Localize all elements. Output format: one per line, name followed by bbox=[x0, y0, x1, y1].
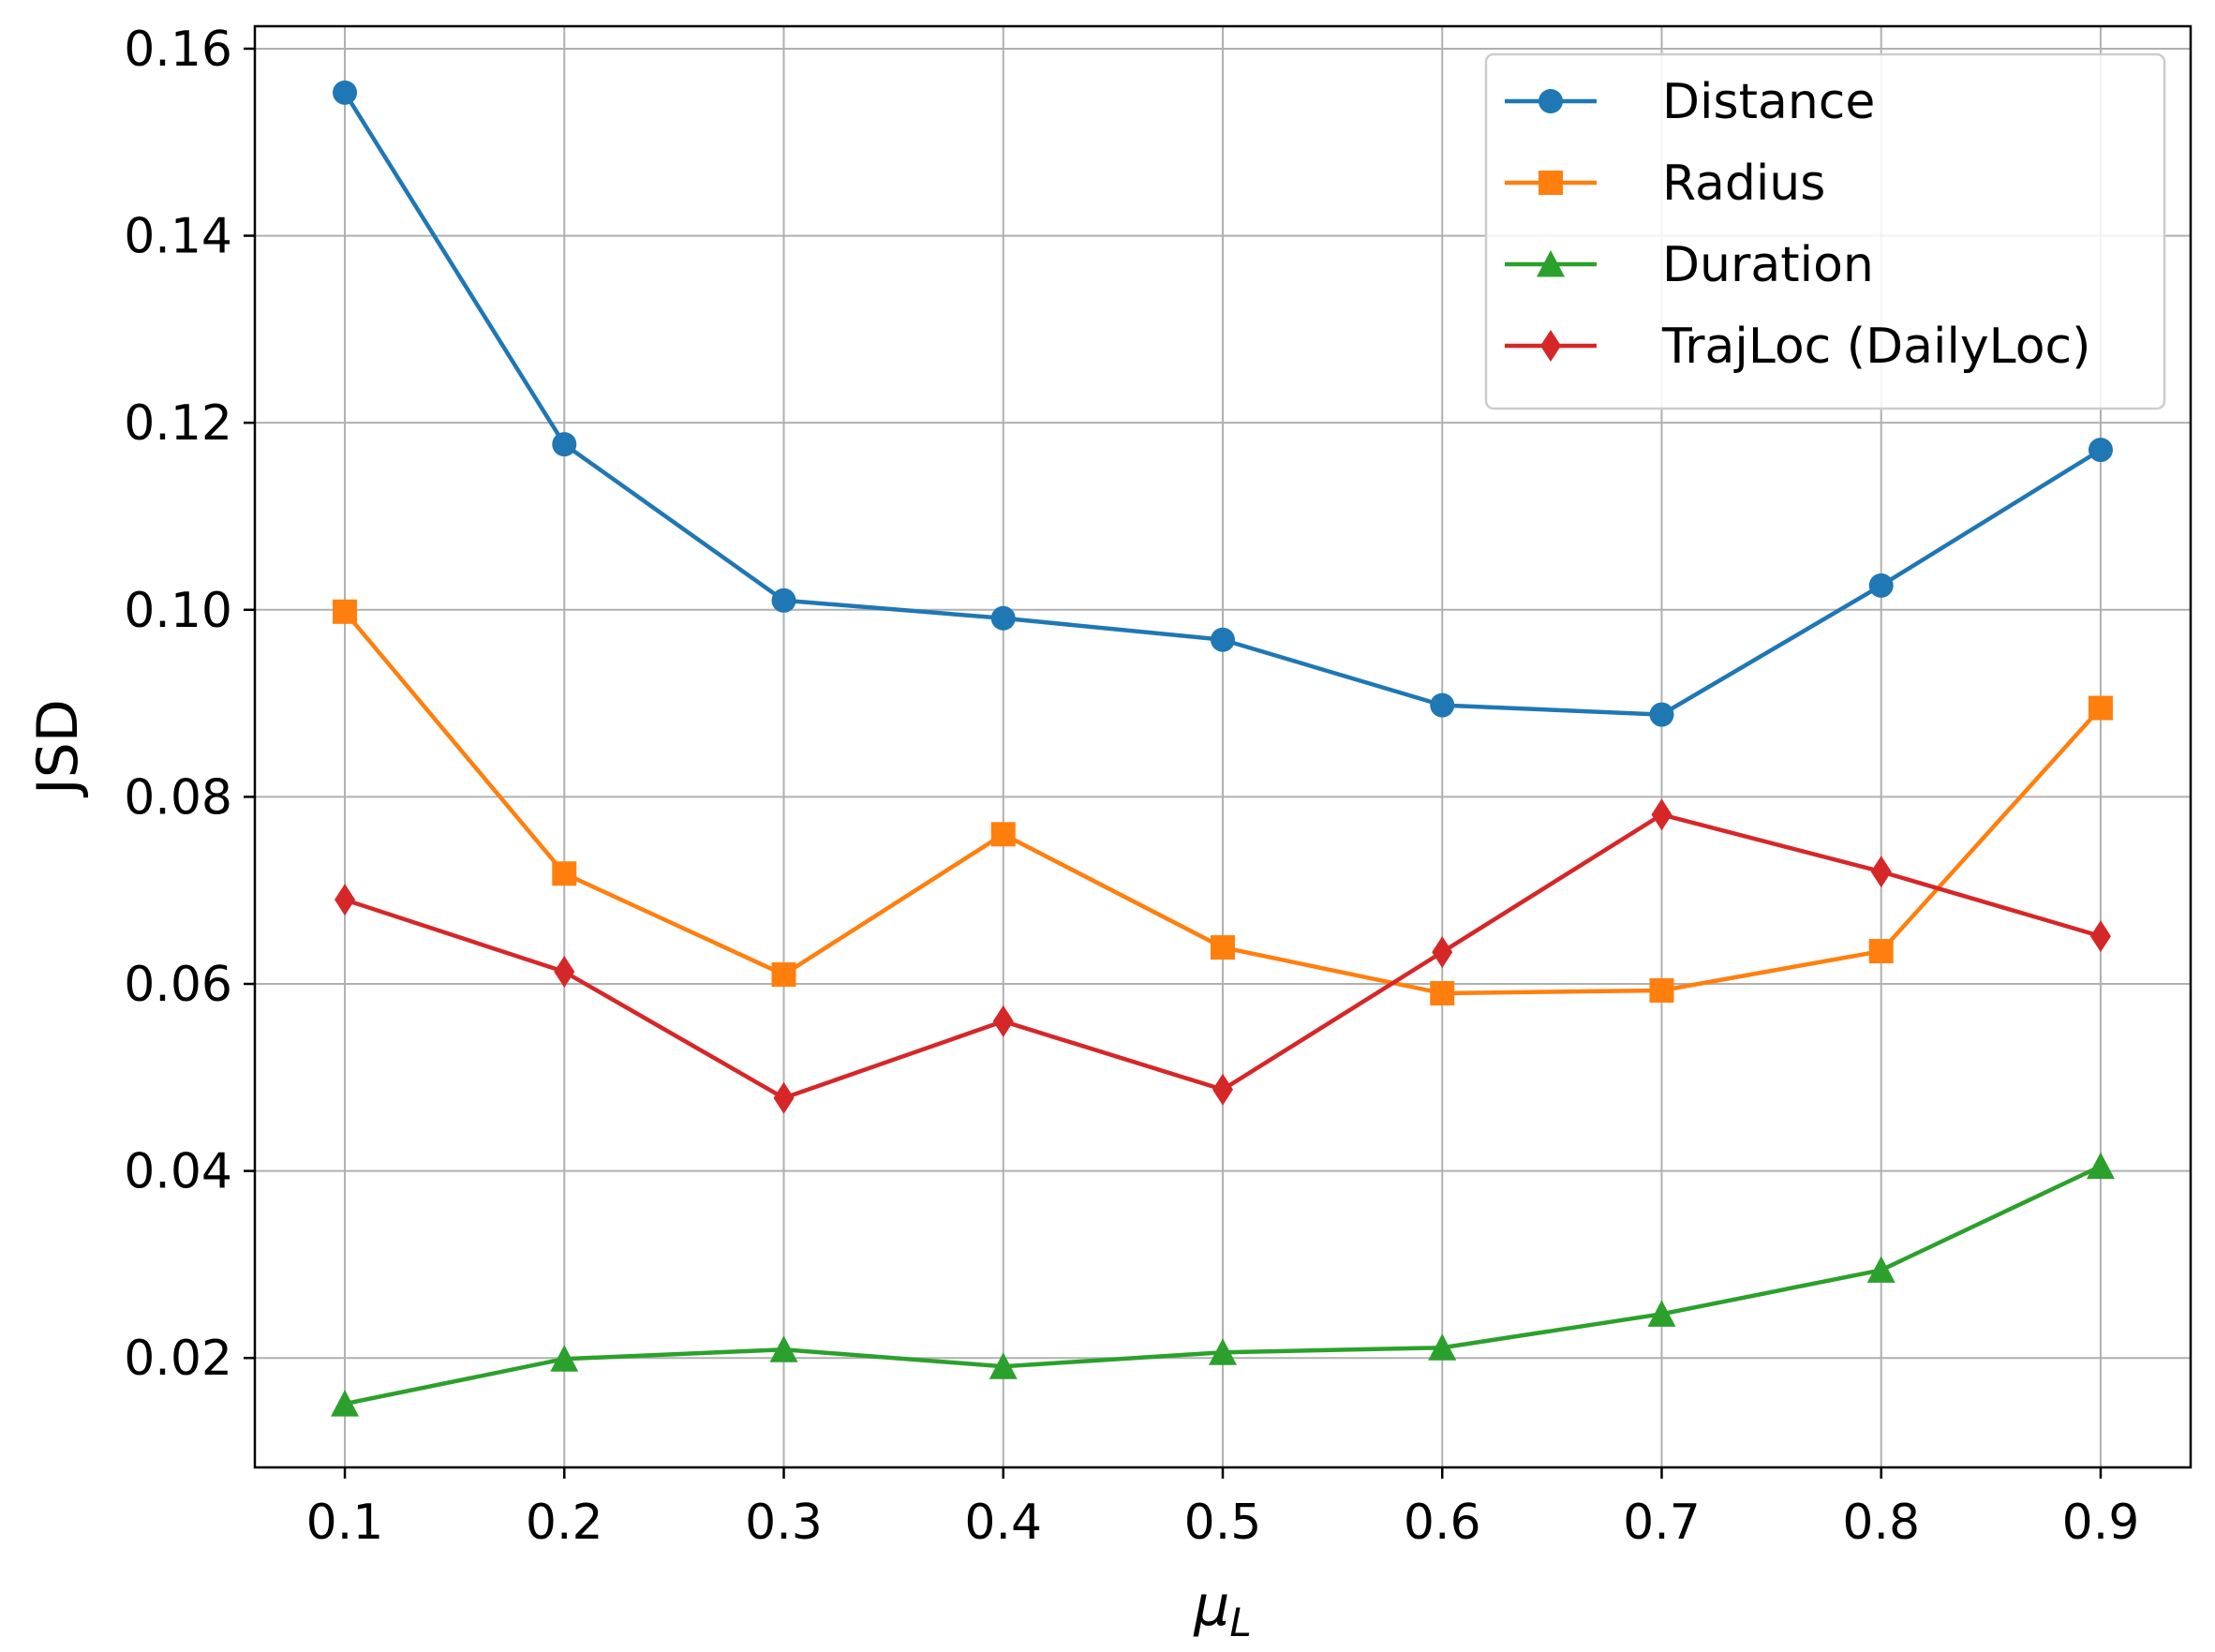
data-point bbox=[550, 1345, 579, 1372]
data-point bbox=[1649, 977, 1674, 1003]
legend-marker bbox=[1537, 250, 1565, 277]
x-axis-symbol: μ bbox=[1193, 1573, 1229, 1639]
y-tick-label: 0.12 bbox=[124, 395, 232, 452]
data-point bbox=[554, 956, 575, 989]
data-point bbox=[1866, 1256, 1895, 1283]
x-axis-title: μL bbox=[1193, 1573, 1252, 1645]
x-axis-ticks: 0.1 0.2 0.3 0.4 0.5 0.6 0.7 0.8 0.9 bbox=[306, 1467, 2140, 1551]
x-tick-label: 0.2 bbox=[526, 1495, 603, 1551]
series-radius bbox=[333, 599, 2113, 1005]
data-point bbox=[2088, 438, 2113, 463]
legend-label: Duration bbox=[1662, 237, 1874, 293]
y-tick-label: 0.04 bbox=[124, 1144, 232, 1200]
x-tick-label: 0.4 bbox=[964, 1495, 1042, 1551]
x-tick-label: 0.3 bbox=[745, 1495, 823, 1551]
data-point bbox=[1430, 692, 1455, 718]
y-axis-title: JSD bbox=[25, 699, 91, 798]
data-point bbox=[1868, 573, 1894, 598]
data-point bbox=[1870, 856, 1892, 888]
data-point bbox=[333, 599, 358, 624]
legend-label: TrajLoc (DailyLoc) bbox=[1661, 319, 2090, 375]
data-point bbox=[333, 80, 358, 105]
data-point bbox=[552, 861, 577, 886]
legend-entry: Radius bbox=[1505, 156, 1825, 212]
series-lines bbox=[331, 80, 2115, 1417]
legend-label: Distance bbox=[1662, 74, 1875, 130]
series-distance bbox=[333, 80, 2113, 727]
y-tick-label: 0.06 bbox=[124, 957, 232, 1013]
data-point bbox=[552, 432, 577, 457]
y-tick-label: 0.02 bbox=[124, 1331, 232, 1387]
data-point bbox=[1211, 935, 1235, 960]
data-point bbox=[331, 1390, 360, 1417]
x-tick-label: 0.5 bbox=[1184, 1495, 1262, 1551]
x-tick-label: 0.9 bbox=[2062, 1495, 2140, 1551]
series-trajloc-dailyloc bbox=[334, 798, 2111, 1114]
legend: Distance Radius Duration TrajLoc (DailyLoc) bbox=[1484, 52, 2166, 410]
data-point bbox=[771, 588, 796, 613]
data-point bbox=[334, 884, 356, 916]
data-point bbox=[989, 1352, 1018, 1379]
legend-marker bbox=[1539, 89, 1563, 113]
legend-entry: TrajLoc (DailyLoc) bbox=[1505, 319, 2090, 375]
data-point bbox=[2088, 695, 2113, 721]
data-point bbox=[1868, 939, 1894, 964]
data-point bbox=[990, 605, 1016, 631]
legend-entry: Duration bbox=[1505, 237, 1874, 293]
x-tick-label: 0.8 bbox=[1842, 1495, 1920, 1551]
data-point bbox=[1211, 627, 1235, 652]
series-duration bbox=[331, 1152, 2115, 1417]
data-point bbox=[771, 962, 796, 988]
data-point bbox=[1212, 1073, 1233, 1106]
data-point bbox=[992, 1005, 1014, 1037]
data-point bbox=[1430, 980, 1455, 1005]
legend-marker bbox=[1539, 171, 1563, 195]
data-point bbox=[1209, 1338, 1237, 1365]
legend-marker bbox=[1540, 330, 1561, 362]
y-tick-label: 0.14 bbox=[124, 209, 232, 265]
x-tick-label: 0.1 bbox=[306, 1495, 384, 1551]
data-point bbox=[769, 1335, 798, 1362]
x-tick-label: 0.6 bbox=[1404, 1495, 1481, 1551]
data-point bbox=[2086, 1152, 2115, 1180]
x-tick-label: 0.7 bbox=[1623, 1495, 1701, 1551]
x-axis-subscript: L bbox=[1229, 1600, 1251, 1645]
data-point bbox=[2089, 920, 2111, 953]
data-point bbox=[1649, 702, 1674, 727]
y-tick-label: 0.10 bbox=[124, 583, 232, 639]
legend-box bbox=[1484, 52, 2166, 410]
legend-label: Radius bbox=[1662, 156, 1825, 212]
data-point bbox=[773, 1081, 795, 1114]
y-tick-label: 0.16 bbox=[124, 22, 232, 78]
y-tick-label: 0.08 bbox=[124, 769, 232, 826]
data-point bbox=[990, 822, 1016, 847]
data-point bbox=[1647, 1300, 1676, 1327]
legend-entry: Distance bbox=[1505, 74, 1875, 130]
data-point bbox=[1432, 936, 1453, 969]
y-axis-ticks: 0.02 0.04 0.06 0.08 0.10 0.12 0.14 0.16 bbox=[124, 22, 255, 1387]
data-point bbox=[1651, 798, 1672, 831]
data-point bbox=[1428, 1333, 1457, 1361]
